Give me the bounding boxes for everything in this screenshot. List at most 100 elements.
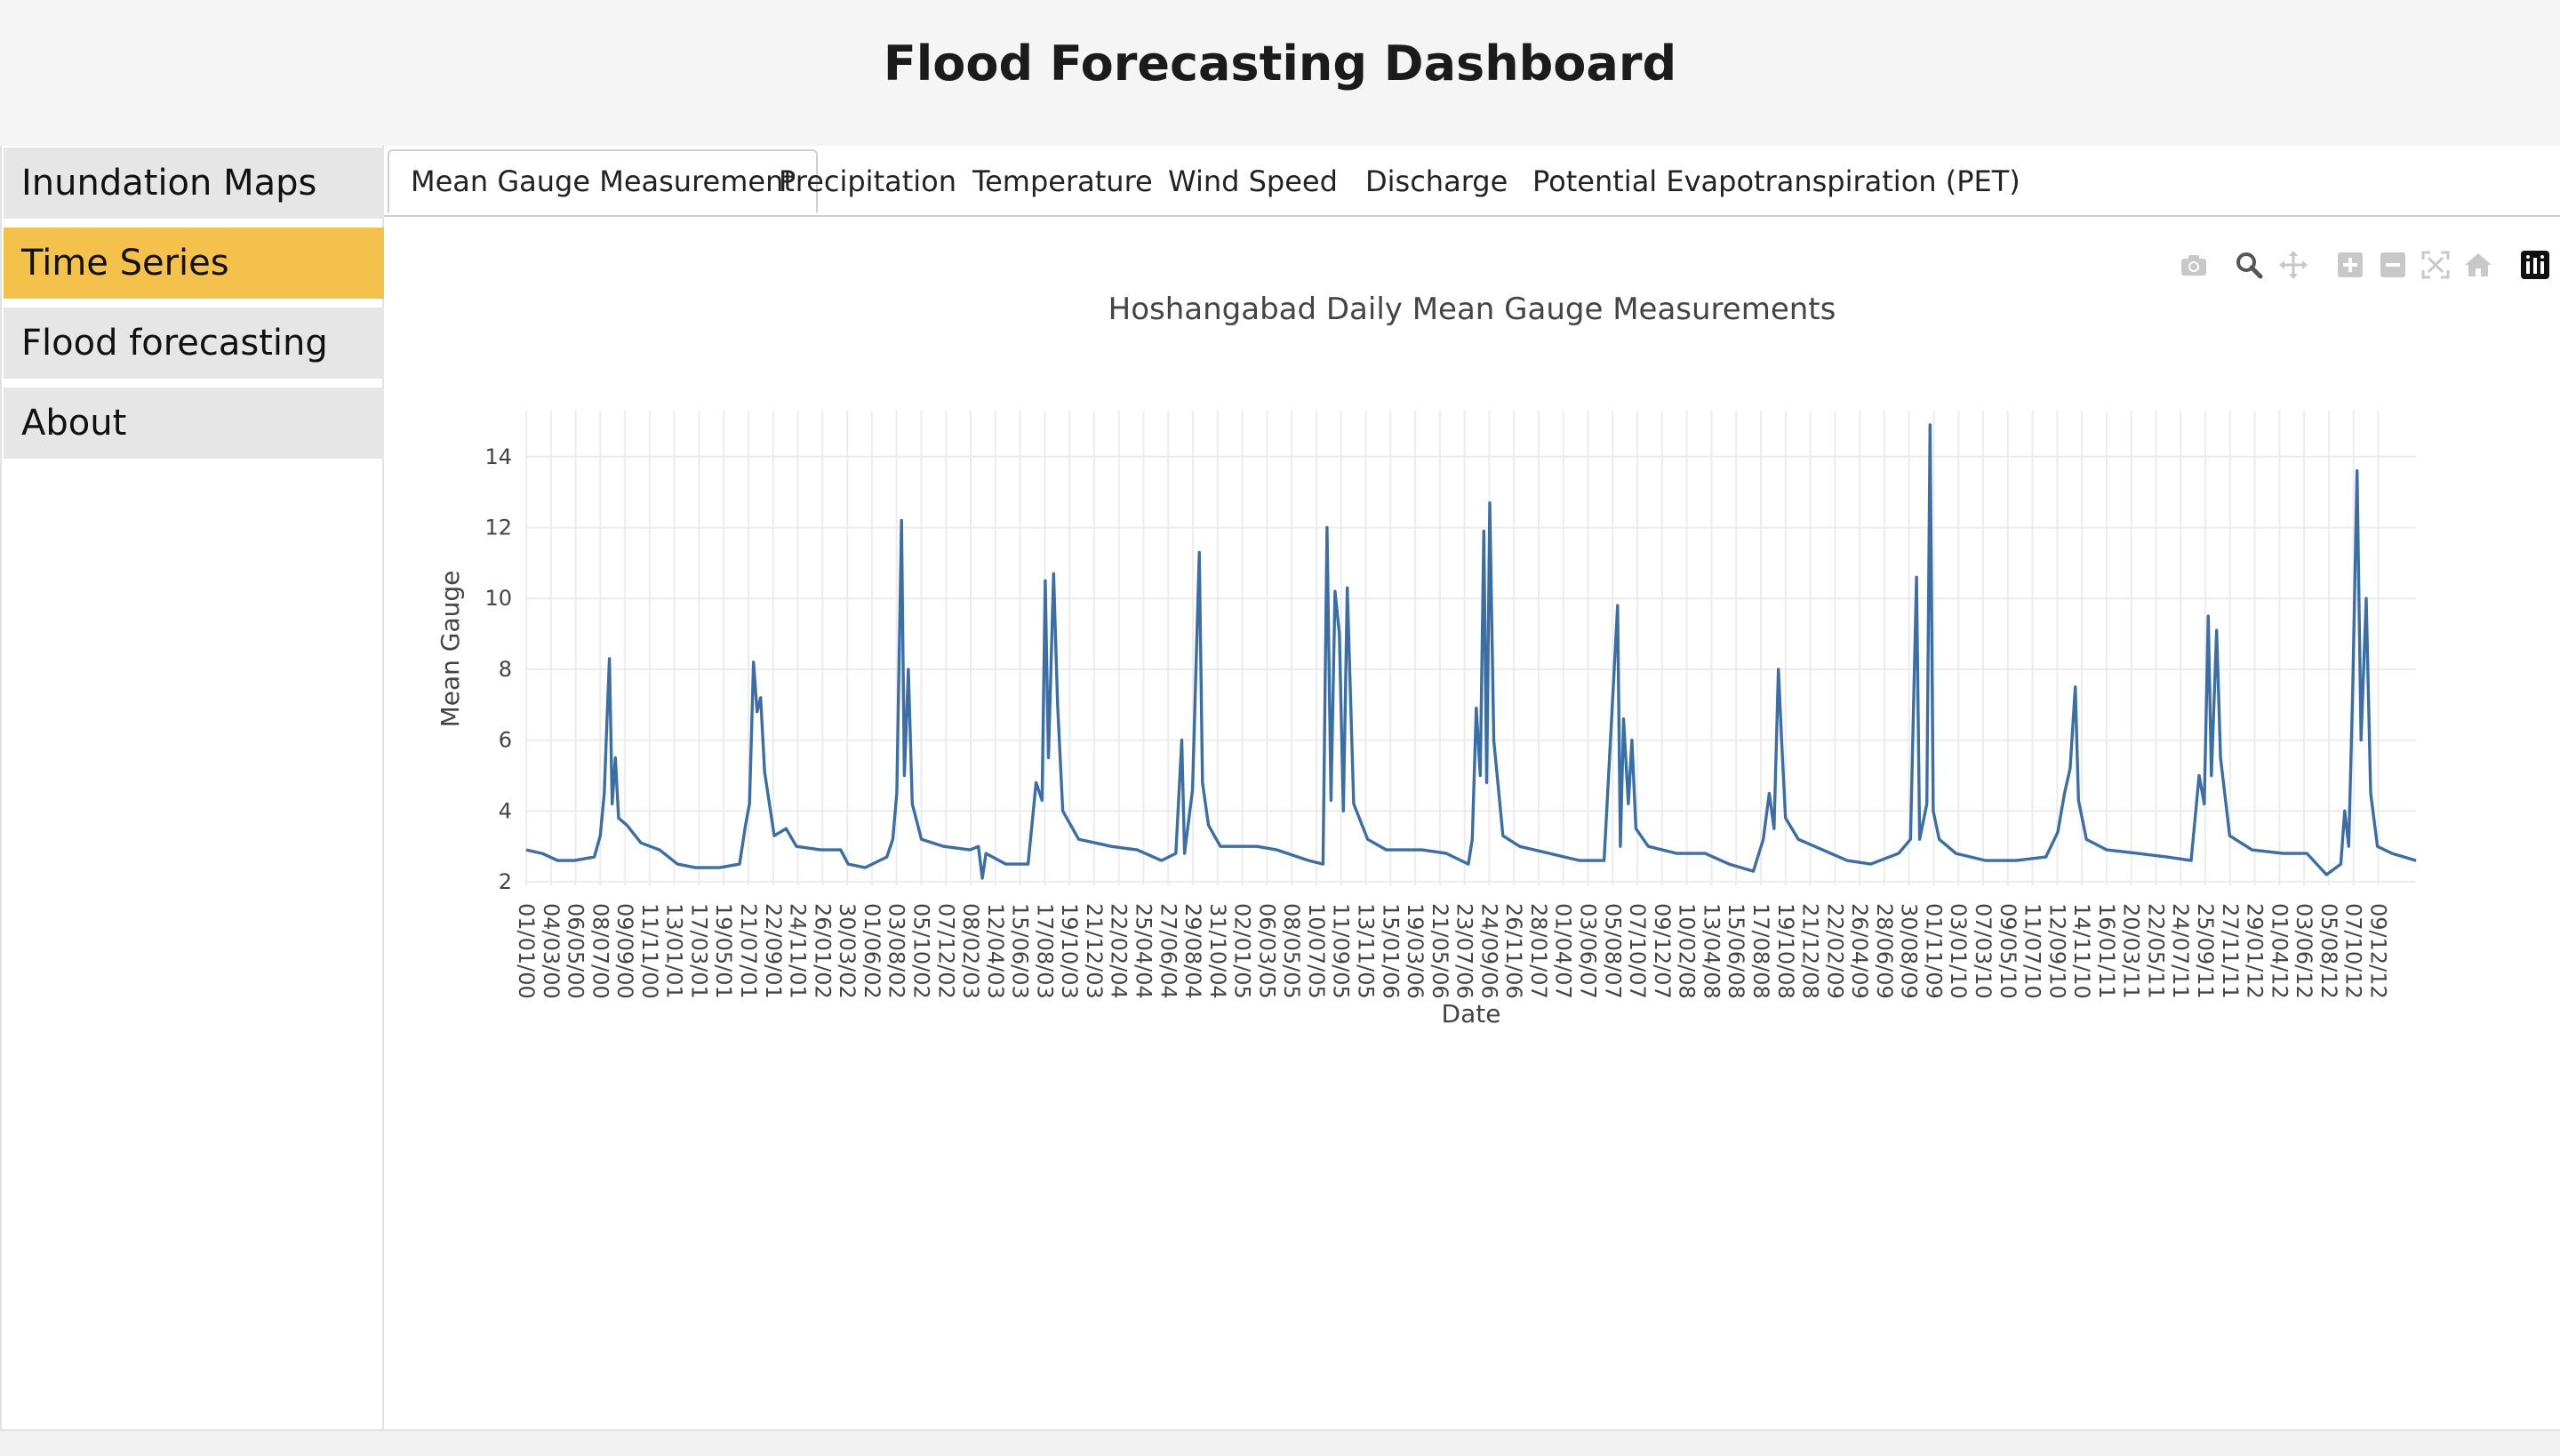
autoscale-icon[interactable] (2420, 249, 2452, 281)
tab-precipitation[interactable]: Precipitation (779, 164, 957, 198)
zoom-icon[interactable] (2233, 249, 2265, 281)
x-tick-label: 15/01/06 (1378, 903, 1403, 999)
x-tick-label: 16/01/11 (2094, 903, 2119, 999)
y-tick-label: 4 (499, 798, 512, 823)
x-tick-label: 01/04/12 (2267, 903, 2292, 999)
plotly-logo-icon[interactable] (2519, 249, 2551, 281)
x-tick-label: 09/12/07 (1650, 903, 1675, 999)
sidebar: Inundation Maps Time Series Flood foreca… (0, 146, 384, 1431)
x-tick-label: 23/07/06 (1452, 903, 1477, 999)
x-tick-label: 21/12/08 (1798, 903, 1823, 999)
x-tick-label: 03/08/02 (884, 903, 909, 999)
y-tick-label: 10 (484, 586, 512, 611)
x-tick-label: 28/06/09 (1872, 903, 1897, 999)
camera-icon[interactable] (2178, 249, 2210, 281)
x-tick-label: 17/08/03 (1032, 903, 1057, 999)
sidebar-item-inundation-maps[interactable]: Inundation Maps (4, 148, 384, 219)
tab-bar: Mean Gauge Measurement Precipitation Tem… (384, 148, 2560, 217)
y-tick-label: 2 (499, 869, 512, 894)
x-tick-label: 05/08/12 (2316, 903, 2341, 999)
x-tick-label: 13/01/01 (662, 903, 687, 999)
page-title: Flood Forecasting Dashboard (883, 36, 1677, 92)
x-tick-label: 09/05/10 (1996, 903, 2020, 999)
x-tick-label: 09/09/00 (612, 903, 637, 999)
x-tick-label: 20/03/11 (2119, 903, 2144, 999)
y-tick-label: 12 (484, 516, 512, 540)
chart-grid (525, 411, 2416, 885)
pan-icon[interactable] (2277, 249, 2309, 281)
x-tick-label: 17/03/01 (686, 903, 711, 999)
x-tick-label: 07/12/02 (933, 903, 958, 999)
app-header: Flood Forecasting Dashboard (0, 0, 2560, 146)
x-tick-label: 22/02/04 (1107, 903, 1132, 999)
y-tick-label: 14 (484, 444, 512, 469)
x-tick-label: 03/06/07 (1576, 903, 1601, 999)
x-tick-label: 02/01/05 (1230, 903, 1255, 999)
x-tick-label: 13/11/05 (1354, 903, 1379, 999)
x-tick-label: 09/12/12 (2365, 903, 2390, 999)
x-tick-label: 22/09/01 (761, 903, 786, 999)
x-tick-label: 11/11/00 (637, 903, 662, 999)
x-tick-label: 05/08/07 (1600, 903, 1625, 999)
x-tick-label: 11/07/10 (2020, 903, 2045, 999)
x-tick-label: 12/09/10 (2044, 903, 2069, 999)
x-tick-label: 22/05/11 (2143, 903, 2168, 999)
x-tick-label: 25/04/04 (1131, 903, 1156, 999)
x-tick-label: 26/11/06 (1501, 903, 1526, 999)
x-tick-label: 01/01/00 (514, 903, 539, 999)
zoom-out-icon[interactable] (2377, 249, 2409, 281)
x-tick-label: 11/09/05 (1329, 903, 1354, 999)
y-tick-label: 8 (499, 657, 512, 682)
tab-mean-gauge-measurement[interactable]: Mean Gauge Measurement (388, 149, 818, 213)
tab-pet[interactable]: Potential Evapotranspiration (PET) (1532, 164, 2020, 198)
x-tick-label: 15/06/03 (1008, 903, 1033, 999)
x-tick-label: 08/02/03 (958, 903, 983, 999)
tab-wind-speed[interactable]: Wind Speed (1168, 164, 1338, 198)
reset-axes-icon[interactable] (2462, 249, 2494, 281)
x-tick-label: 31/10/04 (1205, 903, 1230, 999)
x-tick-label: 30/03/02 (835, 903, 860, 999)
x-tick-label: 15/06/08 (1724, 903, 1748, 999)
x-tick-label: 07/10/12 (2341, 903, 2366, 999)
y-axis-ticks: 2 4 6 8 10 12 14 (484, 444, 512, 894)
x-tick-label: 27/11/11 (2218, 903, 2243, 999)
x-tick-label: 12/04/03 (983, 903, 1008, 999)
x-tick-label: 08/07/00 (588, 903, 612, 999)
x-tick-label: 24/11/01 (786, 903, 811, 999)
x-tick-label: 03/01/10 (1946, 903, 1971, 999)
sidebar-item-about[interactable]: About (4, 388, 384, 459)
sidebar-item-time-series[interactable]: Time Series (4, 228, 384, 299)
x-tick-label: 25/09/11 (2193, 903, 2218, 999)
x-tick-label: 19/03/06 (1403, 903, 1428, 999)
x-tick-label: 19/10/08 (1773, 903, 1798, 999)
x-tick-label: 08/05/05 (1279, 903, 1304, 999)
x-tick-label: 22/02/09 (1822, 903, 1847, 999)
x-tick-label: 03/06/12 (2292, 903, 2316, 999)
y-axis-label: Mean Gauge (436, 571, 465, 728)
x-tick-label: 04/03/00 (539, 903, 564, 999)
x-tick-label: 28/01/07 (1526, 903, 1551, 999)
x-tick-label: 13/04/08 (1699, 903, 1724, 999)
x-tick-label: 01/04/07 (1551, 903, 1576, 999)
x-tick-label: 06/03/05 (1254, 903, 1279, 999)
sidebar-item-flood-forecasting[interactable]: Flood forecasting (4, 308, 384, 379)
x-tick-label: 05/10/02 (908, 903, 933, 999)
x-tick-label: 30/08/09 (1897, 903, 1922, 999)
x-tick-label: 07/10/07 (1625, 903, 1650, 999)
tab-discharge[interactable]: Discharge (1365, 164, 1508, 198)
x-tick-label: 26/04/09 (1847, 903, 1872, 999)
y-tick-label: 6 (499, 728, 512, 753)
x-tick-label: 29/08/04 (1180, 903, 1205, 999)
chart-title: Hoshangabad Daily Mean Gauge Measurement… (1108, 292, 1836, 327)
x-tick-label: 29/01/12 (2243, 903, 2268, 999)
x-tick-label: 17/08/08 (1748, 903, 1773, 999)
x-tick-label: 21/12/03 (1082, 903, 1107, 999)
x-tick-label: 21/07/01 (736, 903, 761, 999)
x-tick-label: 21/05/06 (1428, 903, 1452, 999)
zoom-in-icon[interactable] (2334, 249, 2366, 281)
series-line (525, 423, 2417, 880)
x-tick-label: 10/02/08 (1675, 903, 1700, 999)
x-tick-label: 24/09/06 (1476, 903, 1501, 999)
tab-temperature[interactable]: Temperature (972, 164, 1153, 198)
